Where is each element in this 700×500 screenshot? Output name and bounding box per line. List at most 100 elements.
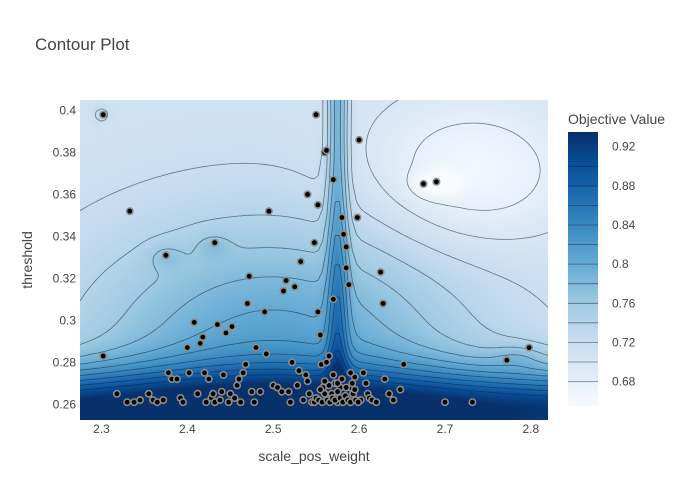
trial-point xyxy=(233,381,242,390)
trial-point xyxy=(284,387,293,396)
trial-point xyxy=(286,398,295,407)
trial-point xyxy=(247,387,256,396)
colorbar-gradient xyxy=(568,132,598,406)
trial-point xyxy=(354,398,363,407)
trial-point xyxy=(204,375,213,384)
trial-point xyxy=(502,356,511,365)
trial-point xyxy=(329,175,338,184)
trial-point xyxy=(313,200,322,209)
trial-point xyxy=(112,389,121,398)
trial-point xyxy=(303,190,312,199)
trial-point xyxy=(389,396,398,405)
contour-line xyxy=(406,122,541,211)
trial-point xyxy=(419,179,428,188)
trial-point xyxy=(339,230,348,239)
contour-line xyxy=(80,100,548,308)
trial-point xyxy=(333,387,342,396)
colorbar: Objective Value 0.680.720.760.80.840.880… xyxy=(568,111,665,406)
trial-point xyxy=(219,370,228,379)
colorbar-tick-label: 0.88 xyxy=(612,179,636,193)
trial-point xyxy=(361,379,370,388)
trial-point xyxy=(316,330,325,339)
contour-line xyxy=(365,100,548,240)
trial-point xyxy=(322,358,331,367)
y-tick-label: 0.36 xyxy=(53,187,77,201)
trial-point xyxy=(99,110,108,119)
trial-point xyxy=(125,207,134,216)
trial-point xyxy=(198,333,207,342)
trial-point xyxy=(216,396,225,405)
trial-point xyxy=(525,343,534,352)
trial-point xyxy=(262,349,271,358)
trial-point xyxy=(277,387,286,396)
trial-point xyxy=(230,393,239,402)
y-tick-label: 0.28 xyxy=(53,355,77,369)
trial-point xyxy=(185,368,194,377)
contour-fill xyxy=(80,100,548,420)
x-axis-ticks: 2.3 2.4 2.5 2.6 2.7 2.8 xyxy=(93,422,539,436)
y-tick-label: 0.3 xyxy=(59,313,76,327)
trial-point xyxy=(213,320,222,329)
trial-point xyxy=(337,213,346,222)
trial-point xyxy=(440,398,449,407)
colorbar-title: Objective Value xyxy=(568,111,665,127)
y-tick-label: 0.4 xyxy=(59,104,76,118)
trial-point xyxy=(353,213,362,222)
trial-point xyxy=(399,360,408,369)
y-axis-title: threshold xyxy=(19,231,35,289)
trial-point xyxy=(372,398,381,407)
y-axis-ticks: 0.26 0.28 0.3 0.32 0.34 0.36 0.38 0.4 xyxy=(53,104,77,412)
x-tick-label: 2.3 xyxy=(93,422,110,436)
trial-point xyxy=(144,389,153,398)
trial-point xyxy=(385,389,394,398)
trial-point xyxy=(348,379,357,388)
trial-point xyxy=(243,299,252,308)
trial-point xyxy=(224,398,233,407)
trial-point xyxy=(228,322,237,331)
trial-point xyxy=(337,375,346,384)
trial-point xyxy=(217,387,226,396)
trial-point xyxy=(293,381,302,390)
x-tick-label: 2.4 xyxy=(179,422,196,436)
contour-lines xyxy=(80,100,548,397)
trial-point xyxy=(324,351,333,360)
trial-point xyxy=(322,146,331,155)
trial-point xyxy=(245,272,254,281)
trial-point xyxy=(344,280,353,289)
x-tick-label: 2.7 xyxy=(437,422,454,436)
x-tick-label: 2.5 xyxy=(265,422,282,436)
trial-point xyxy=(222,328,231,337)
trial-point xyxy=(316,385,325,394)
trial-point xyxy=(183,343,192,352)
trial-point xyxy=(159,396,168,405)
x-tick-label: 2.6 xyxy=(351,422,368,436)
trial-point xyxy=(282,276,291,285)
contour-line xyxy=(80,296,548,387)
trial-point xyxy=(136,396,145,405)
trial-point xyxy=(236,398,245,407)
trial-point xyxy=(396,385,405,394)
plot-area xyxy=(80,100,548,420)
trial-point xyxy=(432,177,441,186)
colorbar-tick-label: 0.68 xyxy=(612,375,636,389)
colorbar-tick-label: 0.92 xyxy=(612,140,636,154)
y-tick-label: 0.26 xyxy=(53,397,77,411)
trial-point xyxy=(260,307,269,316)
trial-point xyxy=(196,339,205,348)
trial-point xyxy=(256,387,265,396)
trial-point xyxy=(164,368,173,377)
trial-point xyxy=(202,398,211,407)
contour-line xyxy=(80,201,548,371)
trial-point xyxy=(379,299,388,308)
trial-point xyxy=(342,383,351,392)
trial-point xyxy=(329,370,338,379)
trial-point xyxy=(320,377,329,386)
trial-point xyxy=(200,368,209,377)
x-axis-title: scale_pos_weight xyxy=(258,448,369,464)
trial-point xyxy=(313,307,322,316)
trial-point xyxy=(173,375,182,384)
trial-point xyxy=(299,396,308,405)
trial-point xyxy=(252,343,261,352)
